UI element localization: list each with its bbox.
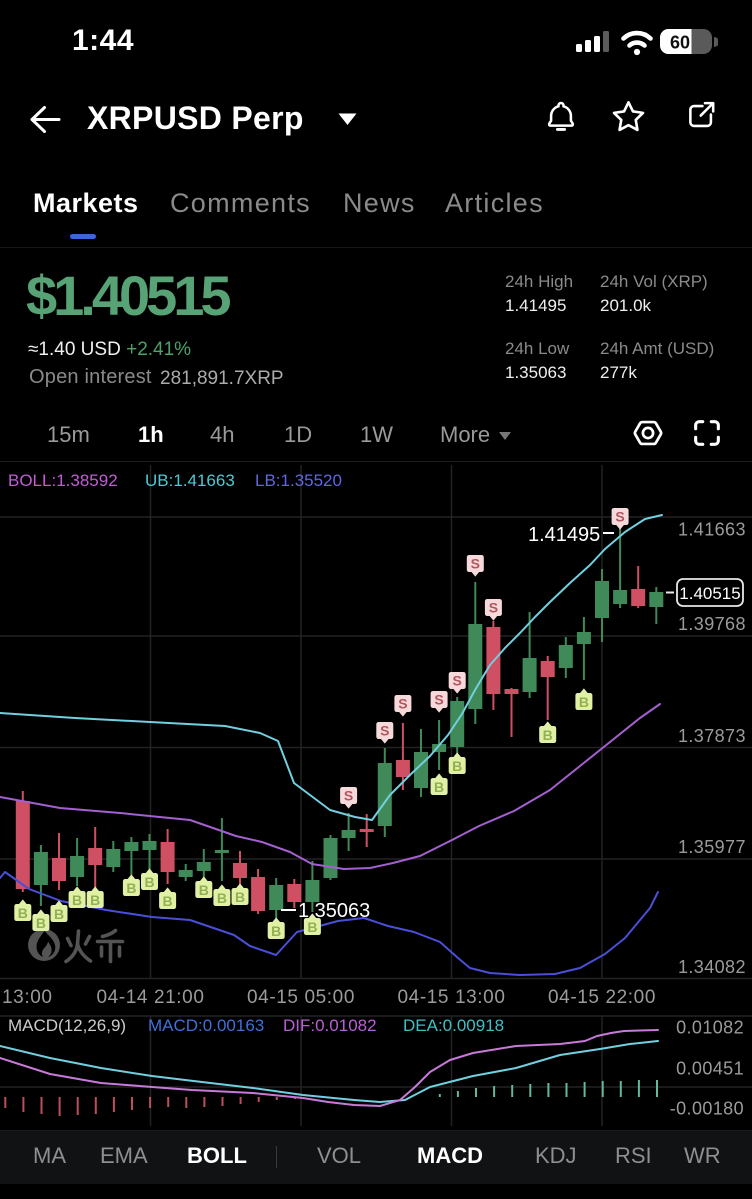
svg-text:04-15 13:00: 04-15 13:00	[397, 987, 505, 1008]
svg-text:S: S	[615, 509, 624, 525]
svg-text:1.41495: 1.41495	[528, 524, 600, 546]
svg-text:B: B	[144, 874, 154, 890]
svg-text:LB:1.35520: LB:1.35520	[255, 471, 342, 490]
svg-text:DIF:0.01082: DIF:0.01082	[283, 1016, 377, 1035]
svg-text:1.41663: 1.41663	[678, 520, 746, 540]
svg-text:B: B	[90, 892, 100, 908]
svg-text:DEA:0.00918: DEA:0.00918	[403, 1016, 504, 1035]
svg-text:60: 60	[670, 33, 690, 53]
svg-text:S: S	[398, 696, 407, 712]
svg-text:1.39768: 1.39768	[678, 614, 746, 634]
svg-text:S: S	[380, 723, 389, 739]
svg-text:04-15 22:00: 04-15 22:00	[548, 987, 656, 1008]
svg-text:S: S	[453, 673, 462, 689]
svg-text:UB:1.41663: UB:1.41663	[145, 471, 235, 490]
svg-text:B: B	[54, 906, 64, 922]
svg-text:S: S	[471, 556, 480, 572]
svg-text:0.00451: 0.00451	[676, 1059, 744, 1079]
svg-text:B: B	[271, 923, 281, 939]
svg-text:S: S	[344, 788, 353, 804]
svg-text:B: B	[163, 893, 173, 909]
svg-text:1.35063: 1.35063	[298, 900, 370, 922]
svg-text:B: B	[579, 694, 589, 710]
svg-text:B: B	[217, 890, 227, 906]
svg-text:04-14 21:00: 04-14 21:00	[96, 987, 204, 1008]
svg-text:1.35977: 1.35977	[678, 837, 746, 857]
svg-text:B: B	[18, 905, 28, 921]
svg-text:B: B	[72, 892, 82, 908]
svg-text:B: B	[235, 889, 245, 905]
svg-text:13:00: 13:00	[2, 987, 53, 1008]
svg-text:MACD(12,26,9): MACD(12,26,9)	[8, 1016, 126, 1035]
svg-text:-0.00180: -0.00180	[670, 1099, 744, 1119]
svg-text:MACD:0.00163: MACD:0.00163	[148, 1016, 264, 1035]
svg-text:B: B	[199, 882, 209, 898]
svg-text:1.37873: 1.37873	[678, 726, 746, 746]
svg-text:B: B	[126, 880, 136, 896]
svg-text:1.40515: 1.40515	[679, 584, 740, 603]
svg-text:B: B	[452, 758, 462, 774]
svg-text:1.34082: 1.34082	[678, 957, 746, 977]
svg-text:S: S	[434, 692, 443, 708]
svg-text:B: B	[434, 779, 444, 795]
svg-text:BOLL:1.38592: BOLL:1.38592	[8, 471, 118, 490]
svg-text:B: B	[36, 915, 46, 931]
svg-text:B: B	[543, 727, 553, 743]
svg-text:0.01082: 0.01082	[676, 1018, 744, 1038]
svg-text:04-15 05:00: 04-15 05:00	[247, 987, 355, 1008]
svg-text:B: B	[307, 919, 317, 935]
svg-text:S: S	[489, 600, 498, 616]
